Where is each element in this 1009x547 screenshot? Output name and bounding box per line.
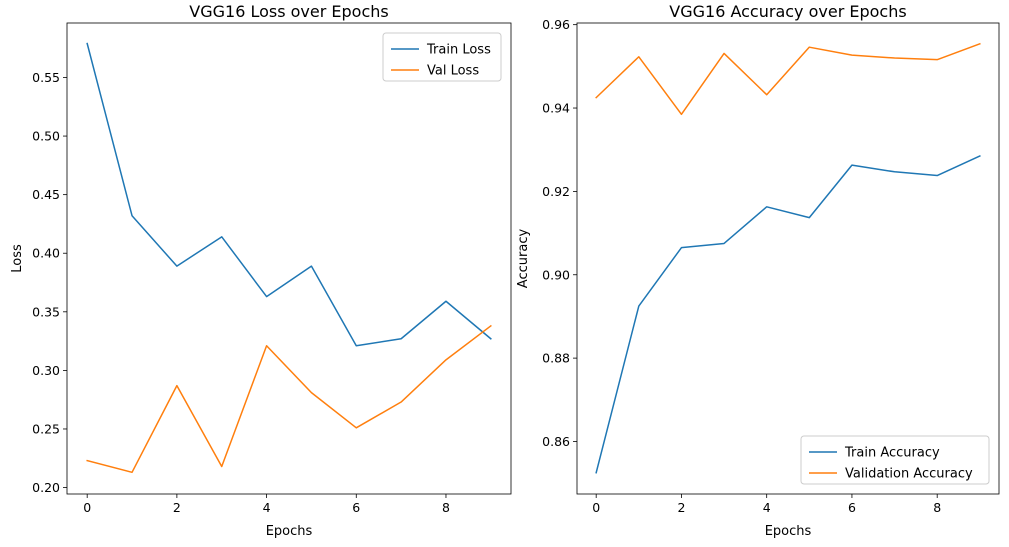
legend-label: Val Loss bbox=[427, 64, 479, 79]
x-tick-label: 0 bbox=[83, 500, 91, 515]
y-tick-label: 0.40 bbox=[32, 246, 60, 261]
x-tick-label: 4 bbox=[763, 500, 771, 515]
y-tick-label: 0.25 bbox=[32, 421, 60, 436]
legend-box bbox=[382, 32, 502, 82]
legend-box bbox=[800, 435, 990, 485]
chart-title: VGG16 Accuracy over Epochs bbox=[669, 2, 906, 21]
x-tick-label: 0 bbox=[592, 500, 600, 515]
y-tick-label: 0.55 bbox=[32, 70, 60, 85]
x-axis-label: Epochs bbox=[765, 524, 812, 539]
y-tick-label: 0.35 bbox=[32, 304, 60, 319]
y-tick-label: 0.30 bbox=[32, 363, 60, 378]
x-axis-label: Epochs bbox=[266, 524, 313, 539]
legend-label: Train Loss bbox=[426, 43, 491, 58]
x-tick-label: 4 bbox=[263, 500, 271, 515]
x-tick-label: 2 bbox=[677, 500, 685, 515]
axes-frame bbox=[576, 22, 1000, 495]
series-line-validation-accuracy bbox=[595, 42, 981, 116]
accuracy-chart: 0 2 4 6 8 0.86 0.88 0.90 0.92 0.94 0.96 VGG16 Accur… bbox=[516, 2, 1000, 539]
y-tick-label: 0.86 bbox=[542, 434, 570, 449]
loss-chart: 0 2 4 6 8 0.20 0.25 0.30 0.35 0.40 0.45 0.50 0.55 VGG… bbox=[10, 2, 512, 539]
legend: Train Accuracy Validation Accuracy bbox=[800, 435, 990, 485]
y-tick-label: 0.96 bbox=[542, 17, 570, 32]
series-line-val-loss bbox=[86, 324, 492, 474]
y-tick-label: 0.20 bbox=[32, 480, 60, 495]
legend-label: Train Accuracy bbox=[844, 446, 940, 461]
x-tick-label: 8 bbox=[442, 500, 450, 515]
y-tick-label: 0.92 bbox=[542, 184, 570, 199]
y-tick-label: 0.90 bbox=[542, 267, 570, 282]
x-tick-label: 6 bbox=[352, 500, 360, 515]
axes-frame bbox=[66, 22, 512, 495]
y-tick-label: 0.50 bbox=[32, 129, 60, 144]
legend: Train Loss Val Loss bbox=[382, 32, 502, 82]
y-tick-label: 0.88 bbox=[542, 351, 570, 366]
chart-title: VGG16 Loss over Epochs bbox=[189, 2, 388, 21]
legend-label: Validation Accuracy bbox=[845, 467, 973, 482]
y-tick-label: 0.45 bbox=[32, 187, 60, 202]
y-axis-label: Loss bbox=[10, 244, 25, 273]
x-tick-label: 6 bbox=[848, 500, 856, 515]
series-line-train-accuracy bbox=[595, 154, 981, 474]
series-line-train-loss bbox=[86, 42, 492, 347]
y-tick-label: 0.94 bbox=[542, 101, 570, 116]
x-tick-label: 8 bbox=[933, 500, 941, 515]
x-tick-label: 2 bbox=[173, 500, 181, 515]
y-axis-label: Accuracy bbox=[516, 229, 531, 289]
